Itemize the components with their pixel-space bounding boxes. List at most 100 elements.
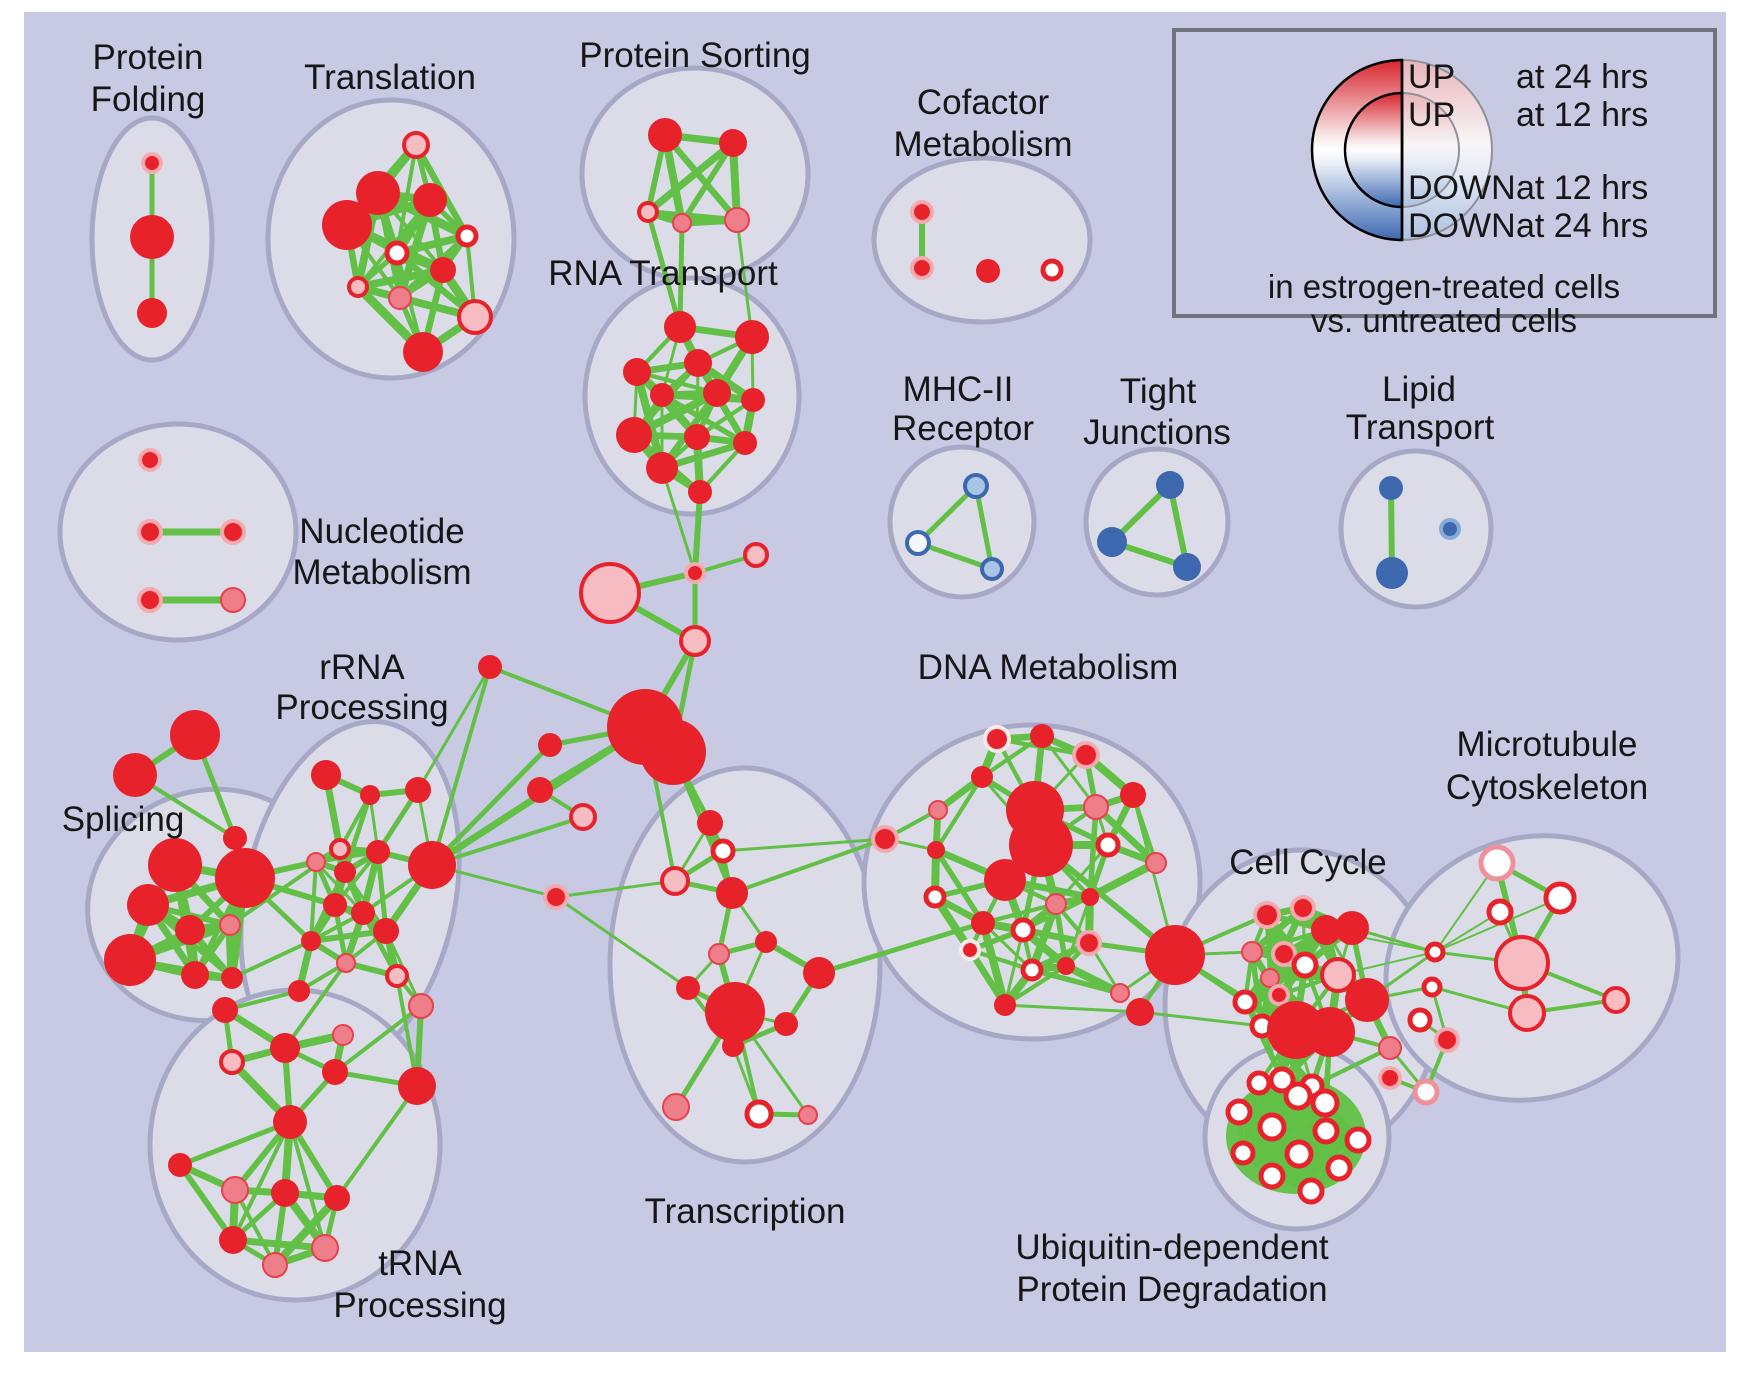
- node-lipid-transport-1: [1376, 557, 1408, 589]
- node-rrna-processing-15: [408, 993, 434, 1019]
- network-edge: [283, 961, 348, 1050]
- cluster-label-protein-sorting: Protein Sorting: [579, 36, 811, 75]
- node-loose-13: [871, 825, 899, 853]
- node-loose-15: [1126, 998, 1154, 1026]
- node-transcription-8: [803, 957, 835, 989]
- node-trna-processing-6: [168, 1153, 192, 1177]
- node-transcription-11: [662, 1093, 690, 1121]
- node-nucleotide-metabolism-0: [138, 448, 162, 472]
- node-dna-metabolism-5: [1120, 782, 1146, 808]
- node-rna-transport-4: [703, 379, 731, 407]
- network-edge: [915, 540, 995, 572]
- node-transcription-12: [744, 1099, 774, 1129]
- legend-gradient-circle: [1310, 58, 1493, 242]
- network-edge: [231, 1120, 292, 1242]
- node-cell-cycle-10: [1320, 957, 1356, 993]
- network-edge: [271, 1194, 341, 1269]
- node-mhc-ii-receptor-1: [905, 530, 931, 556]
- cluster-label-protein-folding: Folding: [90, 80, 206, 119]
- node-translation-2: [413, 183, 447, 217]
- node-ubiquitin-degradation-1: [1283, 1081, 1313, 1111]
- node-tight-junctions-0: [1156, 471, 1184, 499]
- node-translation-7: [347, 276, 369, 298]
- node-cofactor-metabolism-2: [976, 259, 1000, 283]
- node-dna-metabolism-19: [1020, 958, 1044, 982]
- node-cell-cycle-1: [1290, 895, 1316, 921]
- node-translation-1: [356, 171, 400, 215]
- node-dna-metabolism-9: [984, 859, 1026, 901]
- network-edge: [354, 266, 447, 291]
- cluster-label-cofactor: Metabolism: [893, 125, 1073, 164]
- node-rna-transport-0: [664, 311, 696, 343]
- node-cell-cycle-15: [1378, 1036, 1402, 1060]
- legend-time-label: at 24 hrs: [1516, 58, 1649, 96]
- node-dna-metabolism-23: [1110, 983, 1130, 1003]
- node-rrna-processing-3: [329, 838, 351, 860]
- node-cofactor-metabolism-0: [910, 200, 934, 224]
- node-protein-sorting-4: [724, 207, 750, 233]
- node-dna-metabolism-0: [983, 725, 1011, 753]
- node-rrna-processing-5: [334, 861, 356, 883]
- node-rna-transport-5: [650, 383, 674, 407]
- node-ubiquitin-degradation-7: [1230, 1140, 1256, 1166]
- node-ubiquitin-degradation-2: [1225, 1098, 1253, 1126]
- node-protein-sorting-0: [648, 118, 682, 152]
- node-splicing-7: [221, 967, 243, 989]
- node-transcription-7: [705, 982, 765, 1042]
- node-protein-folding-1: [130, 215, 174, 259]
- node-loose-2: [223, 826, 247, 850]
- network-edge: [416, 665, 492, 792]
- node-dna-metabolism-12: [1145, 852, 1167, 874]
- node-loose-12: [743, 542, 769, 568]
- node-ubiquitin-degradation-3: [1257, 1112, 1287, 1142]
- legend-direction-label: UP: [1408, 58, 1456, 96]
- cluster-label-rrna: Processing: [275, 688, 449, 727]
- network-edge: [1062, 962, 1124, 997]
- network-edge: [230, 939, 313, 980]
- network-edge: [661, 131, 741, 224]
- node-cell-cycle-9: [1232, 989, 1258, 1015]
- cluster-label-nucleotide: Nucleotide: [299, 512, 465, 551]
- node-protein-sorting-2: [637, 201, 659, 223]
- node-rrna-processing-0: [311, 760, 341, 790]
- network-edge: [233, 1188, 277, 1267]
- node-trna-processing-5: [273, 1105, 307, 1139]
- node-nucleotide-metabolism-4: [220, 587, 246, 613]
- network-edge: [1002, 963, 1069, 1008]
- cluster-ellipse-tight-junctions: [1083, 446, 1231, 598]
- nodes-layer: [104, 118, 1630, 1278]
- node-loose-0: [170, 710, 220, 760]
- cluster-label-trna: Processing: [333, 1286, 507, 1325]
- node-translation-9: [457, 299, 493, 335]
- node-loose-1: [113, 753, 157, 797]
- cluster-label-mhc-ii: Receptor: [891, 409, 1035, 448]
- node-dna-metabolism-15: [1081, 888, 1099, 906]
- network-edge: [229, 1236, 329, 1252]
- node-loose-11: [684, 562, 706, 584]
- cluster-label-rna-transport: RNA Transport: [548, 254, 778, 293]
- cluster-label-lipid-transport: Transport: [1345, 408, 1495, 447]
- node-loose-10: [579, 562, 641, 624]
- node-transcription-10: [722, 1035, 744, 1057]
- network-edge: [1003, 928, 1025, 1007]
- legend-time-label: at 12 hrs: [1516, 169, 1649, 207]
- node-dna-metabolism-18: [1076, 930, 1102, 956]
- node-dna-metabolism-6: [1083, 794, 1109, 820]
- node-transcription-5: [755, 931, 777, 953]
- network-edge: [1087, 804, 1099, 900]
- network-edge: [659, 392, 748, 446]
- node-rna-transport-10: [646, 452, 678, 484]
- node-ubiquitin-degradation-6: [1312, 1117, 1340, 1145]
- node-splicing-1: [215, 848, 275, 908]
- network-edge: [1003, 1003, 1142, 1014]
- node-microtubule-cytoskeleton-5: [1494, 935, 1550, 991]
- node-microtubule-cytoskeleton-3: [1424, 941, 1446, 963]
- node-dna-metabolism-1: [1030, 724, 1054, 748]
- network-edge: [1239, 1127, 1330, 1157]
- node-loose-9: [679, 625, 711, 657]
- node-dna-metabolism-10: [927, 841, 945, 859]
- legend-caption: vs. untreated cells: [1311, 302, 1577, 339]
- network-edge: [335, 1084, 419, 1200]
- node-mhc-ii-receptor-0: [963, 473, 989, 499]
